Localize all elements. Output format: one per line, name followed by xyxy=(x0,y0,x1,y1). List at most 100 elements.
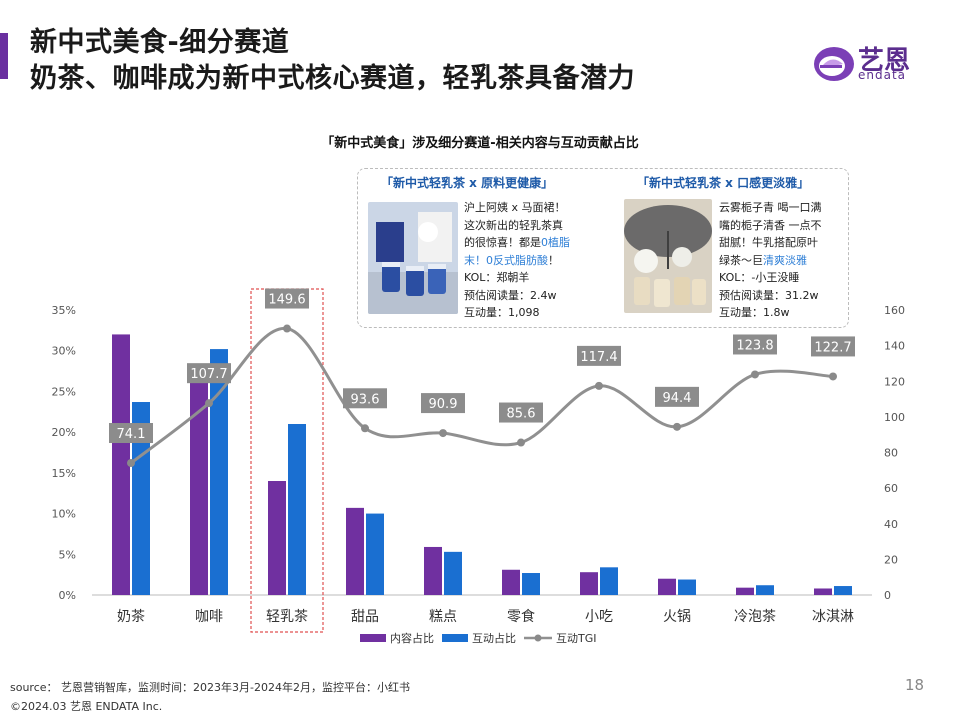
y-left-tick-label: 30% xyxy=(52,345,76,358)
tgi-point xyxy=(517,438,525,447)
card2-body: 云雾栀子青 喝一口满 嘴的栀子清香 一点不 甜腻！牛乳搭配原叶 绿茶～巨清爽淡雅… xyxy=(719,199,822,322)
interaction-bar xyxy=(600,567,618,595)
tgi-point xyxy=(673,422,681,431)
y-right-tick-label: 40 xyxy=(884,518,898,531)
tgi-data-label: 90.9 xyxy=(429,397,458,412)
page-number: 18 xyxy=(905,676,925,694)
y-left-tick-label: 10% xyxy=(52,508,76,521)
interaction-bar xyxy=(522,573,540,595)
tgi-data-label: 122.7 xyxy=(814,340,851,355)
tgi-data-label: 93.6 xyxy=(351,392,380,407)
card2-title: 「新中式轻乳茶 x 口感更淡雅」 xyxy=(637,176,810,190)
card1-reads: 预估阅读量：2.4w xyxy=(464,288,557,302)
card1-body: 沪上阿姨 x 马面裙！ 这次新出的轻乳茶真 的很惊喜！都是0植脂 末！0反式脂肪… xyxy=(464,199,570,322)
card1-highlight: 末！0反式脂肪酸 xyxy=(464,253,548,267)
y-left-tick-label: 5% xyxy=(59,548,76,561)
x-tick-label: 轻乳茶 xyxy=(266,609,308,625)
tgi-label-box xyxy=(499,402,543,423)
card1-title: 「新中式轻乳茶 x 原料更健康」 xyxy=(381,176,554,190)
tgi-label-box xyxy=(187,363,231,384)
y-left-tick-label: 15% xyxy=(52,467,76,480)
interaction-bar xyxy=(132,402,150,595)
card1-line: 沪上阿姨 x 马面裙！ xyxy=(464,201,566,214)
tgi-line xyxy=(130,327,834,465)
x-tick-label: 糕点 xyxy=(429,609,457,625)
legend-label-content: 内容占比 xyxy=(390,631,434,645)
tgi-data-label: 149.6 xyxy=(268,293,305,308)
card1-kol: KOL：郑朝羊 xyxy=(464,271,530,284)
card1-interactions: 互动量：1,098 xyxy=(464,306,540,319)
x-tick-label: 冷泡茶 xyxy=(734,609,776,625)
tgi-data-label: 107.7 xyxy=(190,367,227,382)
kol-callout-box xyxy=(357,168,849,328)
y-right-tick-label: 140 xyxy=(884,340,905,353)
interaction-bar xyxy=(756,585,774,595)
card2-line: 云雾栀子青 喝一口满 xyxy=(719,201,822,214)
card1-highlight: 0植脂 xyxy=(541,236,570,249)
page-subtitle: 奶茶、咖啡成为新中式核心赛道，轻乳茶具备潜力 xyxy=(30,63,635,94)
page-title: 新中式美食-细分赛道 xyxy=(30,27,290,58)
y-right-tick-label: 80 xyxy=(884,447,898,460)
content-bar xyxy=(268,481,286,595)
y-right-tick-label: 20 xyxy=(884,553,898,566)
interaction-bar xyxy=(210,349,228,595)
interaction-bar xyxy=(366,513,384,595)
x-tick-label: 火锅 xyxy=(663,609,691,625)
card2-interactions: 互动量：1.8w xyxy=(719,306,790,319)
footer-source: source： 艺恩营销智库，监测时间：2023年3月-2024年2月，监控平台… xyxy=(10,681,410,694)
tgi-data-label: 74.1 xyxy=(117,427,146,442)
card2-line: 嘴的栀子清香 一点不 xyxy=(719,218,822,232)
legend-swatch-content xyxy=(360,634,386,642)
y-right-tick-label: 100 xyxy=(884,411,905,424)
card2-line-text: 绿茶～巨 xyxy=(719,253,763,267)
tgi-data-label: 123.8 xyxy=(736,338,773,353)
y-left-tick-label: 25% xyxy=(52,385,76,398)
card2-reads: 预估阅读量：31.2w xyxy=(719,288,819,302)
legend-label-interaction: 互动占比 xyxy=(472,631,516,645)
tgi-label-box xyxy=(343,388,387,409)
y-right-tick-label: 160 xyxy=(884,304,905,317)
card2-kol: KOL：-小王没睡 xyxy=(719,271,800,284)
chart-title: 「新中式美食」涉及细分赛道-相关内容与互动贡献占比 xyxy=(321,136,639,151)
y-right-tick-label: 60 xyxy=(884,482,898,495)
footer-copyright: ©2024.03 艺恩 ENDATA Inc. xyxy=(10,700,163,713)
x-tick-label: 零食 xyxy=(507,608,535,625)
tgi-point xyxy=(829,372,837,381)
y-left-tick-label: 35% xyxy=(52,304,76,317)
y-right-tick-label: 0 xyxy=(884,589,891,602)
tgi-label-box xyxy=(733,334,777,355)
content-bar xyxy=(112,334,130,595)
x-tick-label: 咖啡 xyxy=(195,609,223,625)
tea-cups-photo-icon xyxy=(624,199,712,313)
x-tick-label: 甜品 xyxy=(351,609,379,625)
y-left-tick-label: 0% xyxy=(59,589,76,602)
tgi-label-box xyxy=(109,423,153,444)
legend-swatch-interaction xyxy=(442,634,468,642)
tgi-point xyxy=(439,429,447,438)
card1-line-text: 的很惊喜！都是 xyxy=(464,236,541,249)
content-bar xyxy=(658,578,676,595)
accent-bar xyxy=(0,33,8,79)
content-bar xyxy=(502,569,520,595)
interaction-bar xyxy=(444,551,462,595)
logo-chinese-text: 艺恩 xyxy=(858,46,911,76)
legend-label-tgi: 互动TGI xyxy=(556,632,597,645)
x-tick-label: 小吃 xyxy=(585,609,613,625)
card2-line: 绿茶～巨清爽淡雅 xyxy=(719,252,822,270)
tgi-point xyxy=(205,399,213,408)
content-bar xyxy=(346,507,364,595)
content-bar xyxy=(580,572,598,595)
legend-point-tgi xyxy=(534,634,542,642)
tgi-label-box xyxy=(811,336,855,357)
tgi-label-box xyxy=(577,345,621,366)
logo-english-text: endata xyxy=(858,68,907,82)
milk-tea-photo-icon xyxy=(368,202,458,314)
card2-line: 甜腻！牛乳搭配原叶 xyxy=(719,236,818,249)
y-right-tick-label: 120 xyxy=(884,375,905,388)
interaction-bar xyxy=(678,579,696,595)
tgi-point xyxy=(595,381,603,390)
card1-line: 这次新出的轻乳茶真 xyxy=(464,218,563,232)
content-bar xyxy=(814,588,832,595)
y-left-tick-label: 20% xyxy=(52,426,76,439)
